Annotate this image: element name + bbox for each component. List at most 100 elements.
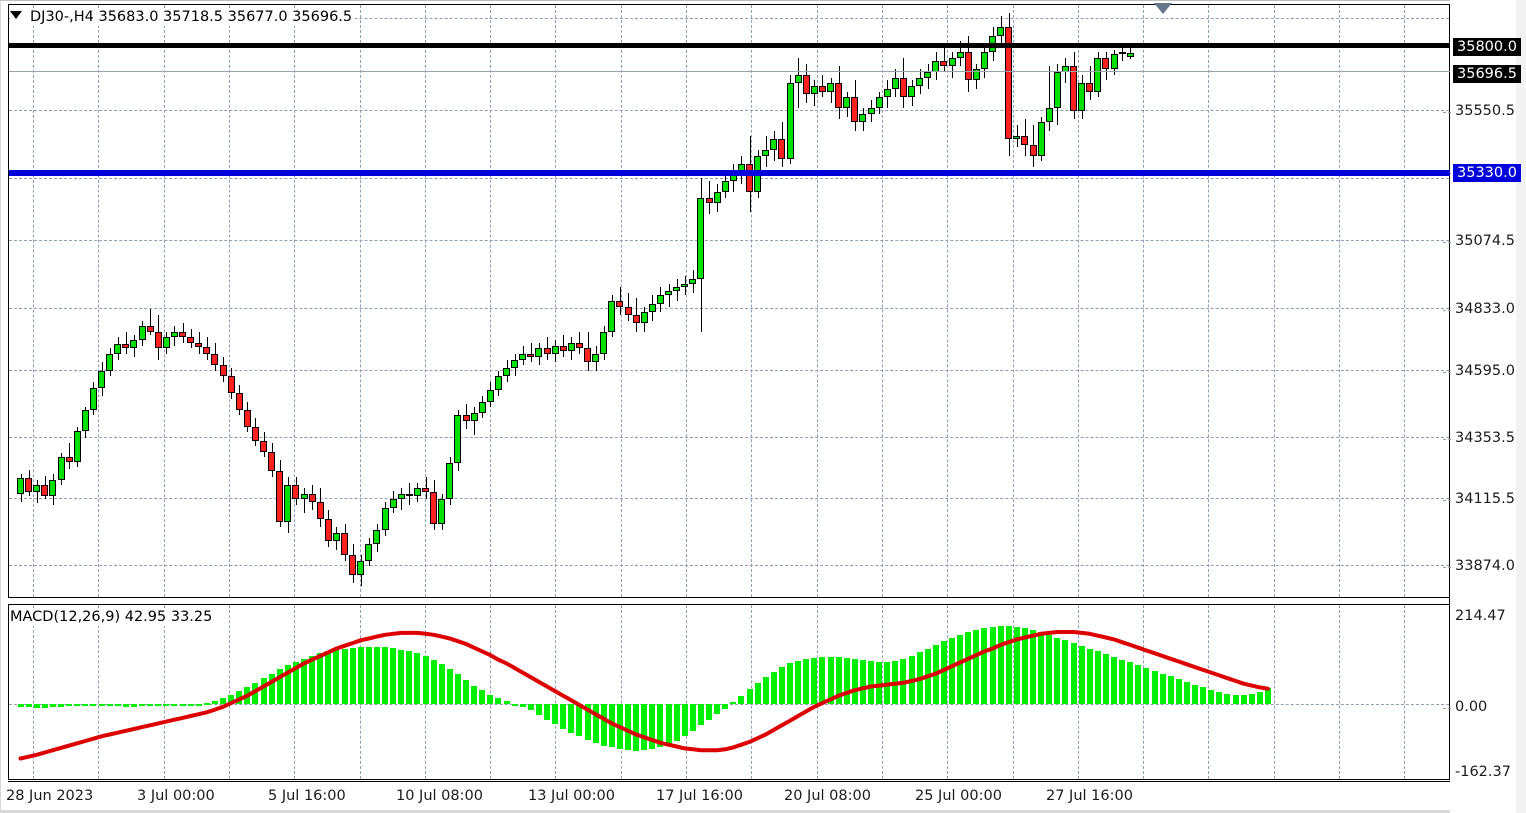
macd-histogram-bar: [819, 656, 826, 705]
candle-wick: [530, 342, 532, 363]
price-axis-label: 35074.5: [1455, 233, 1515, 249]
candle-body: [446, 462, 454, 500]
macd-histogram-bar: [568, 704, 575, 733]
macd-signal-line: [18, 630, 1270, 761]
macd-histogram-bar: [1208, 690, 1215, 705]
time-axis-label: 13 Jul 00:00: [528, 788, 615, 804]
price-level-resistance[interactable]: [9, 43, 1450, 48]
candle-body: [65, 457, 73, 462]
macd-histogram-bar: [1240, 694, 1247, 705]
macd-histogram-bar: [633, 704, 640, 751]
gridline-horizontal: [9, 18, 1449, 19]
macd-histogram-bar: [1216, 692, 1223, 705]
price-tick-dash: [1443, 310, 1451, 311]
candle-body: [681, 284, 689, 288]
macd-histogram-bar: [309, 656, 316, 705]
macd-histogram-bar: [284, 665, 291, 705]
candle-body: [219, 365, 227, 377]
macd-histogram-bar: [1094, 651, 1101, 704]
macd-histogram-bar: [1159, 673, 1166, 705]
macd-histogram-bar: [1248, 693, 1255, 705]
candle-body: [1005, 27, 1013, 140]
gridline-horizontal: [9, 178, 1449, 179]
price-chart-plot-area[interactable]: [9, 5, 1449, 597]
macd-histogram-bar: [649, 704, 656, 750]
candle-wick: [150, 309, 152, 335]
price-axis-label: 34115.5: [1455, 491, 1515, 507]
price-axis-label: 35800.0: [1453, 38, 1521, 56]
macd-histogram-bar: [552, 704, 559, 725]
candle-wick: [798, 58, 800, 109]
candle-wick: [125, 331, 127, 355]
macd-histogram-bar: [382, 647, 388, 705]
gridline-vertical: [881, 605, 883, 779]
macd-histogram-bar: [754, 682, 761, 705]
candle-body: [1078, 83, 1086, 112]
gridline-horizontal: [9, 370, 1449, 371]
window-right-edge: [1516, 0, 1526, 813]
macd-histogram-bar: [463, 680, 469, 705]
macd-histogram-bar: [722, 704, 729, 709]
macd-histogram-bar: [544, 704, 550, 720]
macd-histogram-bar: [940, 641, 947, 704]
macd-histogram-bar: [406, 651, 413, 704]
candle-body: [405, 493, 413, 497]
candle-body: [1086, 83, 1094, 92]
price-level-support[interactable]: [9, 170, 1450, 176]
macd-histogram-bar: [1200, 687, 1207, 704]
time-axis-label: 27 Jul 16:00: [1046, 788, 1133, 804]
macd-histogram-bar: [1232, 694, 1239, 705]
gridline-vertical: [686, 605, 687, 779]
macd-histogram-bar: [430, 659, 437, 704]
triangle-down-icon[interactable]: [10, 11, 22, 19]
macd-histogram-bar: [1013, 627, 1020, 705]
macd-histogram-bar: [1102, 654, 1109, 705]
macd-histogram-bar: [997, 626, 1004, 705]
candle-body: [98, 370, 105, 388]
macd-pane-border: [8, 604, 1450, 780]
candle-body: [494, 376, 502, 391]
macd-histogram-bar: [422, 656, 429, 705]
macd-indicator-label: MACD(12,26,9) 42.95 33.25: [10, 608, 216, 626]
macd-histogram-bar: [179, 704, 186, 707]
candle-body: [519, 354, 527, 360]
gridline-vertical: [163, 605, 165, 779]
candle-body: [746, 164, 753, 193]
macd-histogram-bar: [1256, 692, 1263, 705]
macd-histogram-bar: [673, 704, 680, 741]
gridline-vertical: [1012, 605, 1014, 779]
candle-wick: [425, 476, 427, 500]
gridline-vertical: [1143, 5, 1145, 597]
macd-plot-area[interactable]: [9, 605, 1449, 779]
price-axis-label: 33874.0: [1455, 558, 1515, 574]
candle-body: [891, 77, 899, 89]
macd-histogram-bar: [98, 704, 105, 707]
candle-body: [875, 97, 883, 109]
macd-histogram-bar: [795, 660, 802, 705]
candle-body: [438, 499, 446, 525]
candle-body: [430, 492, 438, 525]
macd-histogram-bar: [1046, 634, 1053, 705]
macd-histogram-bar: [600, 704, 607, 746]
macd-histogram-bar: [503, 701, 510, 705]
gridline-vertical: [33, 605, 34, 779]
candle-body: [762, 150, 770, 156]
gridline-horizontal: [9, 308, 1449, 309]
price-level-current-price[interactable]: [9, 71, 1450, 72]
time-axis-label: 20 Jul 08:00: [784, 788, 871, 804]
candle-body: [1029, 144, 1037, 156]
marker-triangle-down-icon[interactable]: [1154, 3, 1172, 14]
candle-body: [1045, 108, 1053, 123]
macd-histogram-bar: [811, 657, 818, 705]
macd-histogram-bar: [714, 704, 721, 715]
candle-body: [1126, 53, 1134, 58]
macd-histogram-bar: [33, 704, 40, 708]
candle-body: [1013, 136, 1021, 140]
candle-body: [381, 507, 389, 530]
macd-histogram-bar: [220, 698, 226, 705]
candle-body: [567, 342, 575, 352]
price-axis-label: 34353.5: [1455, 430, 1515, 446]
macd-histogram-bar: [373, 646, 380, 705]
macd-histogram-bar: [625, 704, 631, 751]
macd-histogram-bar: [155, 704, 162, 707]
